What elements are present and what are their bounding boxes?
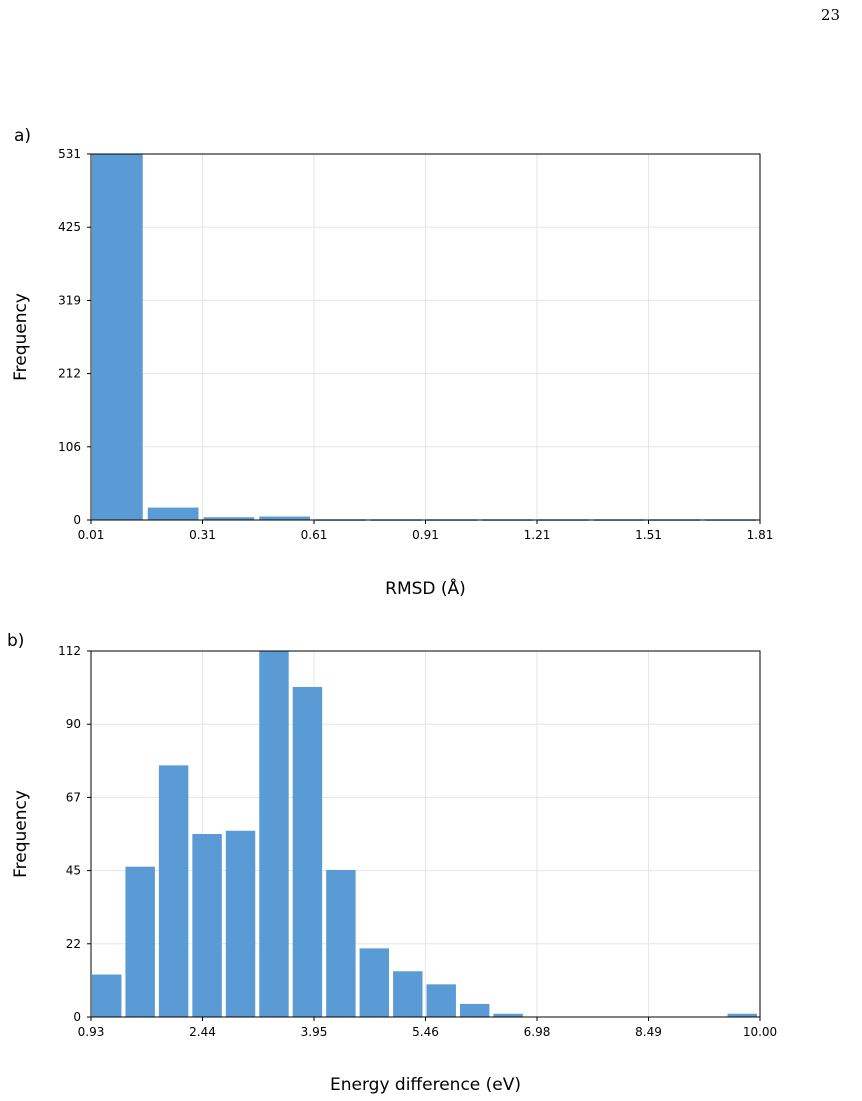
page-number: 23 [820,6,840,24]
chart-a-x-tick-label: 0.01 [78,528,105,542]
chart-b-bar [426,984,456,1017]
chart-b-bar [292,686,323,1017]
chart-b-x-axis-title: Energy difference (eV) [330,1075,521,1095]
chart-a-x-tick-label: 1.51 [635,528,662,542]
chart-a-bar [147,507,199,520]
panel-label-a: a) [14,126,32,146]
chart-a-x-tick-label: 1.21 [524,528,551,542]
chart-b-y-axis-title: Frequency [11,790,31,878]
chart-a-bar [203,517,255,520]
chart-b-bar [92,974,122,1017]
chart-a-bar [92,154,143,520]
chart-b-x-tick-label: 6.98 [524,1025,551,1039]
chart-b-y-tick-label: 112 [58,644,81,658]
chart-b-bar [259,651,289,1017]
chart-b-y-tick-label: 90 [66,717,81,731]
chart-b-x-tick-label: 8.49 [635,1025,662,1039]
chart-a-y-axis-title: Frequency [11,293,31,381]
chart-a-y-tick-label: 531 [58,147,81,161]
chart-a-y-tick-label: 0 [73,513,81,527]
chart-a-y-tick-label: 106 [58,440,81,454]
chart-b-bar [192,834,222,1017]
chart-b-bar [225,830,256,1017]
chart-b-bar [125,866,155,1017]
chart-b-bar [158,765,189,1017]
panel-label-b: b) [7,631,25,651]
chart-b-x-tick-label: 0.93 [78,1025,105,1039]
chart-b-y-tick-label: 45 [66,864,81,878]
chart-b-bar [727,1013,757,1017]
chart-b-bar [359,948,390,1017]
chart-b-x-tick-label: 5.46 [412,1025,439,1039]
chart-b-bar [393,971,423,1017]
chart-a-x-tick-label: 0.31 [189,528,216,542]
chart-a-y-tick-label: 425 [58,220,81,234]
chart-b-bar [326,869,356,1017]
chart-b-x-tick-label: 3.95 [301,1025,328,1039]
chart-b-x-tick-label: 10.00 [743,1025,777,1039]
chart-a-x-axis-title: RMSD (Å) [385,577,466,599]
chart-a-x-tick-label: 0.61 [301,528,328,542]
chart-b-bar [459,1003,490,1017]
chart-a-x-tick-label: 0.91 [412,528,439,542]
chart-b-y-tick-label: 0 [73,1010,81,1024]
chart-a-y-tick-label: 212 [58,367,81,381]
chart-b-x-tick-label: 2.44 [189,1025,216,1039]
chart-a-y-tick-label: 319 [58,293,81,307]
chart-b-bar [493,1013,523,1017]
chart-a-bar [259,516,310,520]
chart-a-x-tick-label: 1.81 [747,528,774,542]
chart-b-y-tick-label: 67 [66,790,81,804]
chart-b-y-tick-label: 22 [66,937,81,951]
